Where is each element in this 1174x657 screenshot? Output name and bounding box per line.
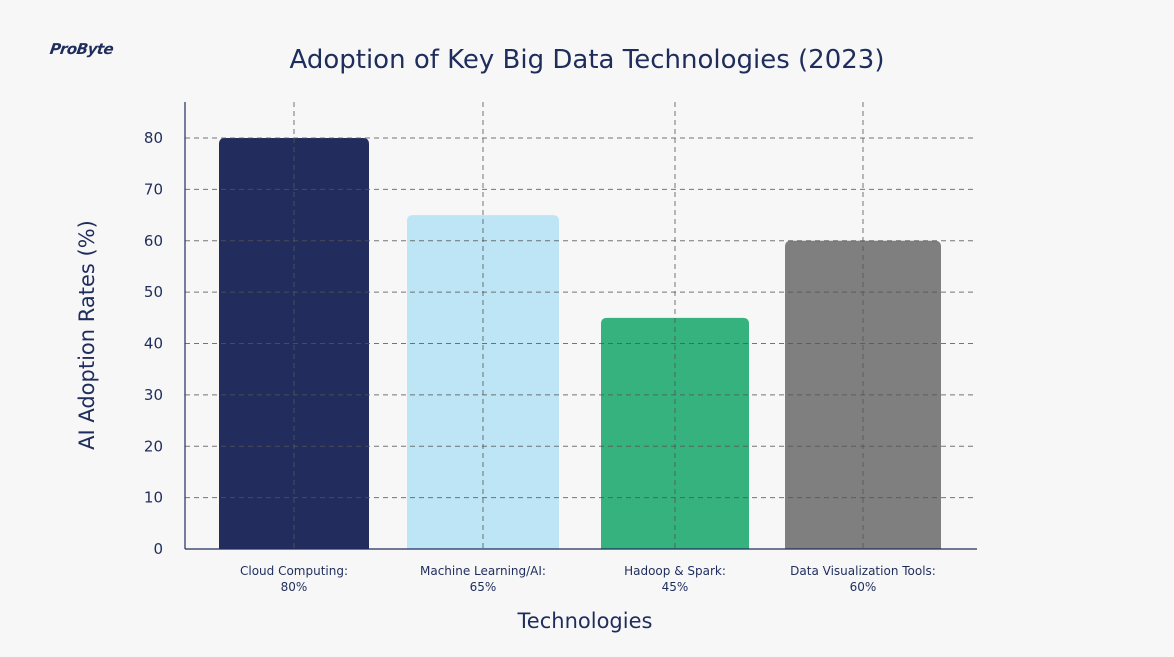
y-tick-label-30: 30 [144, 386, 163, 404]
x-category-label-3: Hadoop & Spark: 45% [624, 564, 726, 594]
y-tick-label-50: 50 [144, 283, 163, 301]
y-tick-label-20: 20 [144, 437, 163, 455]
x-category-label-2: Machine Learning/AI: 65% [420, 564, 546, 594]
x-category-label-4: Data Visualization Tools: 60% [790, 564, 936, 594]
x-axis-title: Technologies [517, 609, 653, 633]
bar-3 [601, 317, 749, 549]
y-tick-label-60: 60 [144, 232, 163, 250]
y-tick-label-70: 70 [144, 180, 163, 198]
y-tick-label-0: 0 [153, 540, 163, 558]
y-axis-title: AI Adoption Rates (%) [75, 220, 99, 450]
chart-title: Adoption of Key Big Data Technologies (2… [289, 45, 885, 75]
y-tick-label-40: 40 [144, 335, 163, 353]
y-tick-label-10: 10 [144, 489, 163, 507]
x-category-label-1: Cloud Computing: 80% [240, 564, 348, 594]
y-tick-label-80: 80 [144, 129, 163, 147]
